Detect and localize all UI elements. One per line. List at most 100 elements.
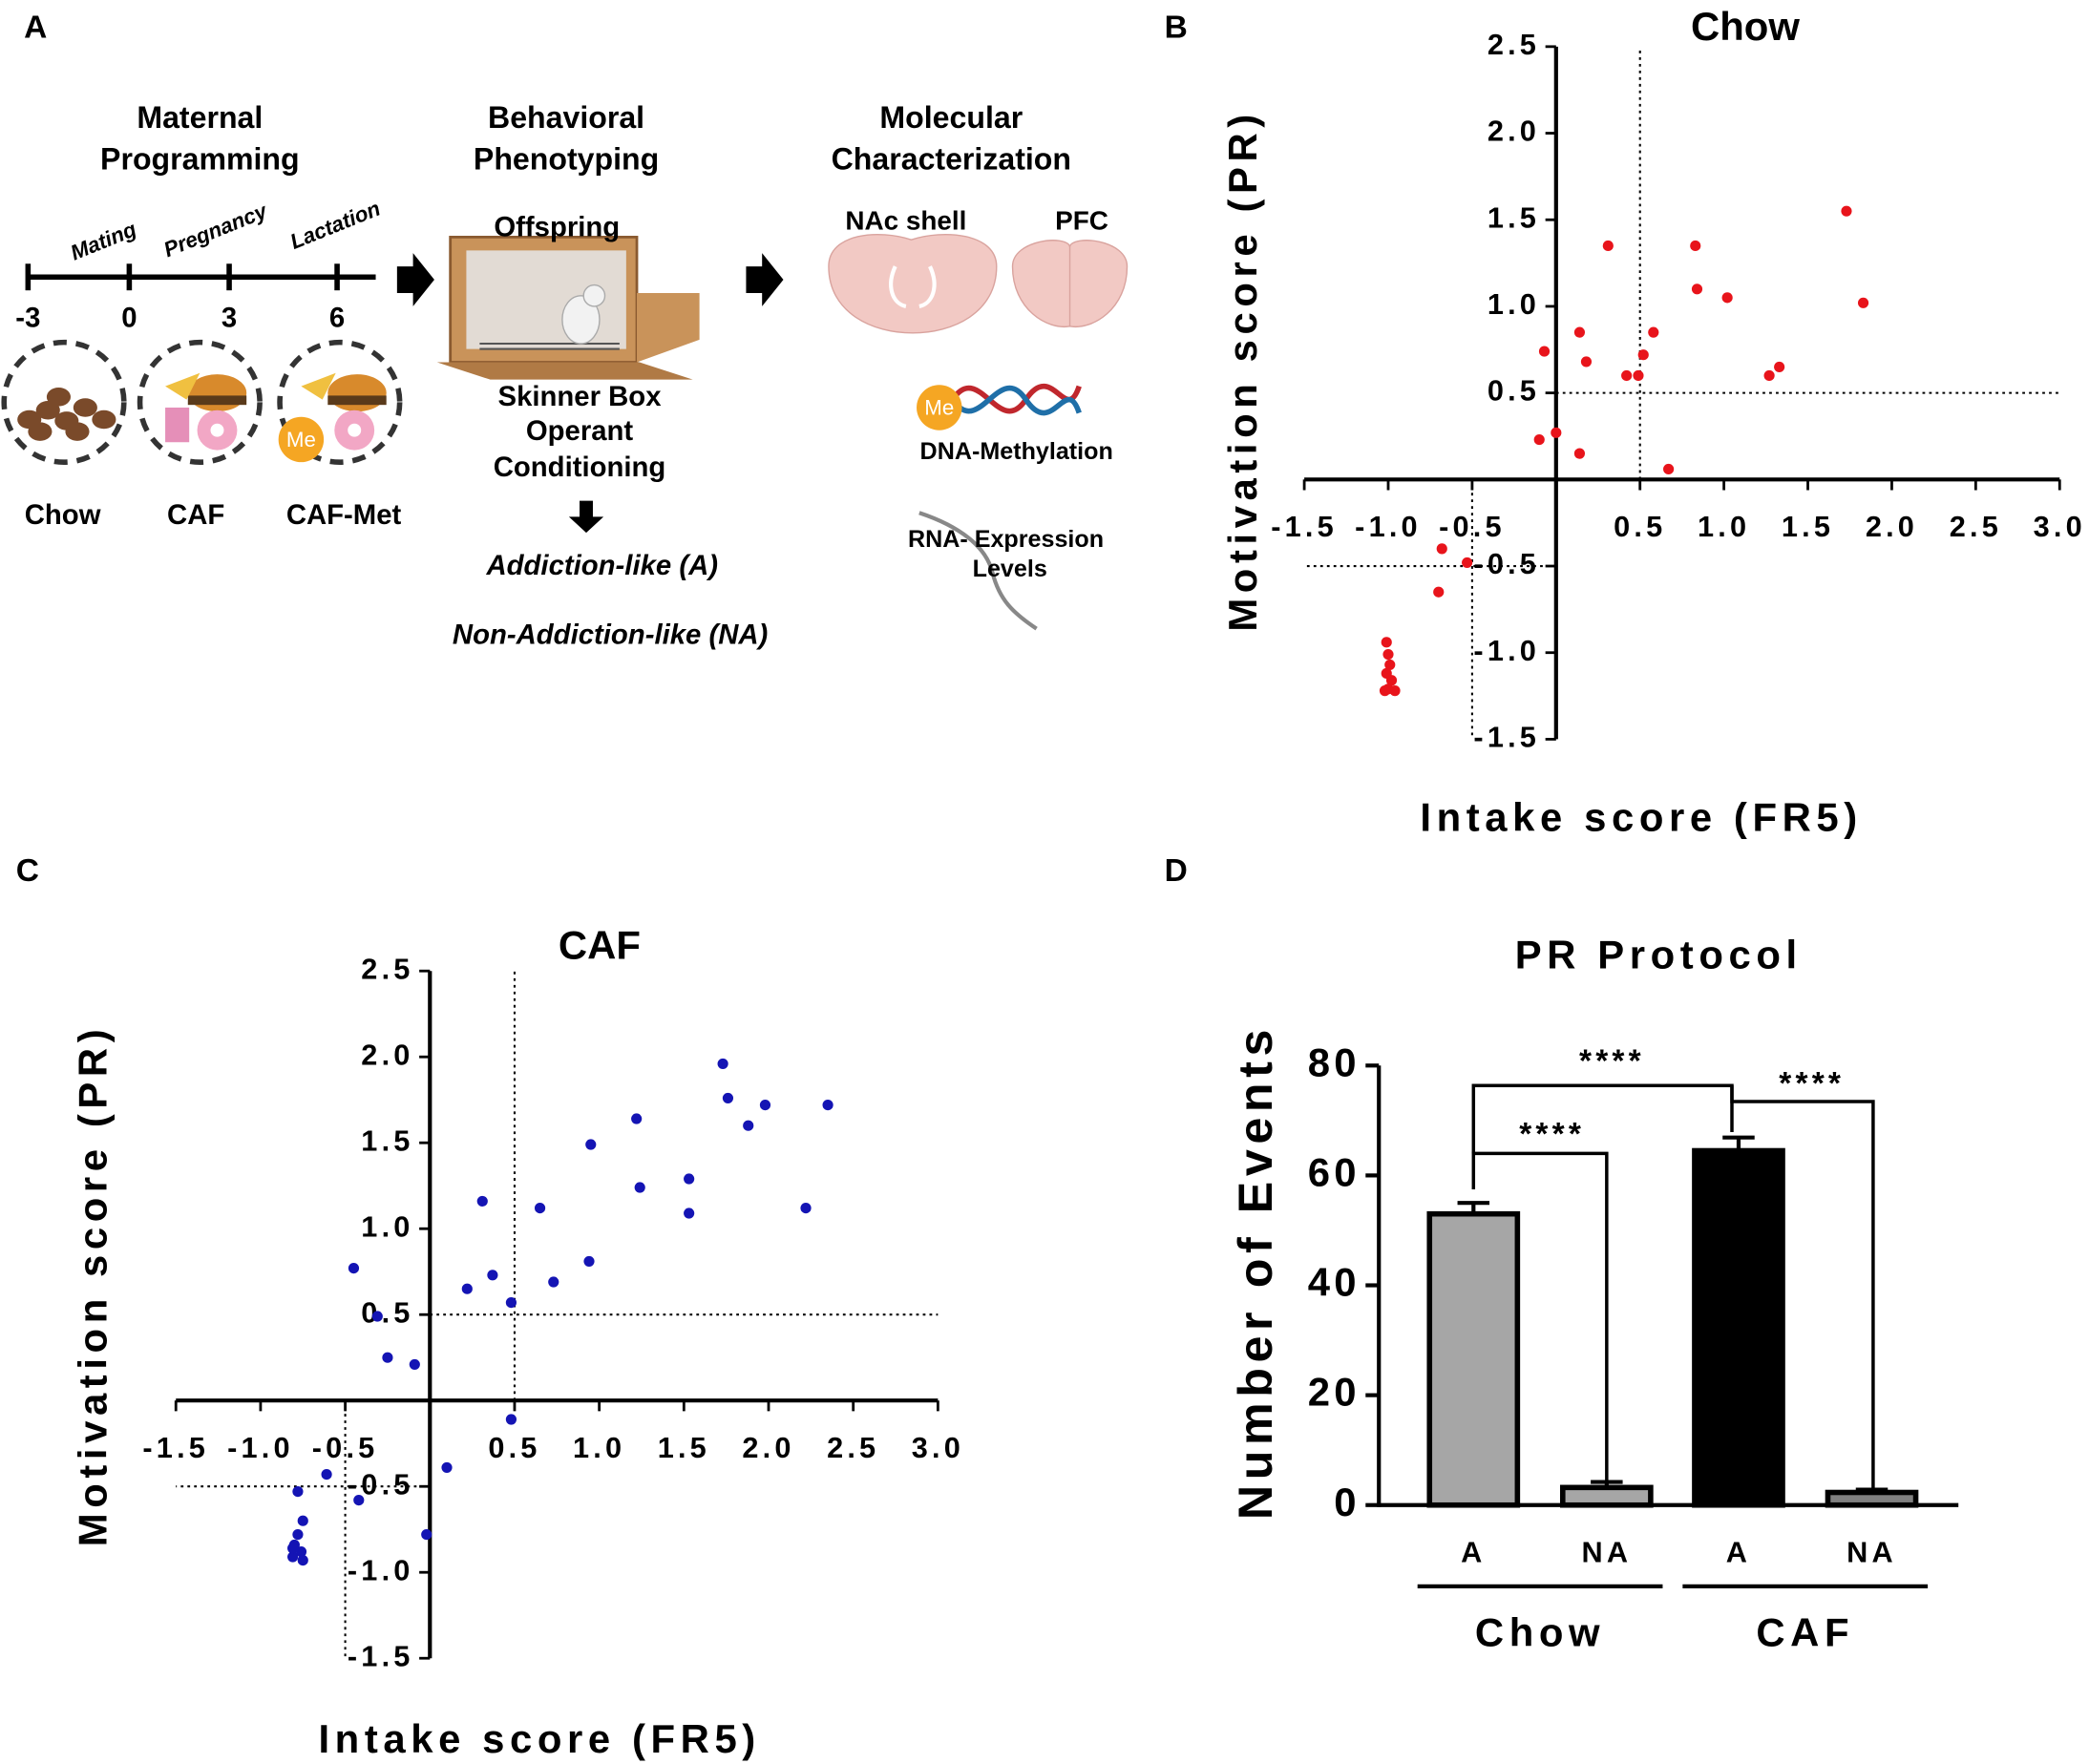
y-tick-label: 20 — [1308, 1370, 1361, 1415]
point — [1573, 326, 1586, 338]
point — [287, 1551, 299, 1563]
skinner-box — [436, 235, 700, 380]
y-tick-label: 1.0 — [1488, 287, 1540, 321]
y-tick-label: 2.5 — [361, 952, 413, 985]
panel-a: Maternal Programming Behavioral Phenotyp… — [1, 100, 1129, 651]
point — [583, 1255, 595, 1267]
point — [348, 1263, 360, 1274]
error-bar — [1855, 1487, 1889, 1493]
rna-strand — [918, 511, 1038, 631]
heading: Characterization — [832, 141, 1071, 176]
point — [1389, 685, 1401, 697]
point — [1385, 675, 1398, 686]
timeline-label: -3 — [15, 303, 40, 334]
timeline-label: 0 — [121, 303, 137, 334]
brains — [828, 233, 1129, 334]
point — [548, 1276, 559, 1288]
skinner-label: Operant — [526, 415, 634, 447]
point — [822, 1100, 833, 1111]
group-label: Addiction-like (A) — [485, 550, 718, 581]
heading: Phenotyping — [474, 141, 659, 176]
group-label: Chow — [1475, 1610, 1605, 1655]
x-tick-label: A — [1461, 1535, 1486, 1568]
point — [631, 1113, 643, 1124]
x-tick-label: 2.0 — [742, 1431, 794, 1464]
point — [1436, 543, 1447, 555]
rna-label: Levels — [973, 556, 1047, 582]
timeline-ticks — [25, 263, 340, 291]
panel-letter: B — [1165, 10, 1188, 46]
y-tick-label: 2.5 — [1488, 28, 1540, 61]
y-tick-label: -0.5 — [1473, 547, 1540, 580]
x-tick-label: 3.0 — [912, 1431, 964, 1464]
point — [534, 1203, 546, 1214]
point — [800, 1203, 812, 1214]
point — [295, 1546, 307, 1558]
point — [505, 1297, 517, 1309]
point — [1381, 637, 1392, 648]
point — [1841, 205, 1852, 217]
point — [353, 1495, 365, 1506]
y-tick-label: 40 — [1308, 1260, 1361, 1305]
x-tick-label: 3.0 — [2034, 510, 2086, 543]
point — [634, 1182, 645, 1193]
chow-pellets — [17, 388, 116, 441]
x-tick-label: 2.5 — [827, 1431, 879, 1464]
x-tick-label: NA — [1846, 1535, 1897, 1568]
region-label: PFC — [1055, 205, 1108, 235]
bar — [1825, 1489, 1919, 1508]
point — [476, 1195, 488, 1207]
x-tick-label: -0.5 — [312, 1431, 379, 1464]
point — [505, 1414, 517, 1425]
point — [487, 1270, 498, 1281]
panel-letter: D — [1165, 853, 1188, 889]
point — [684, 1208, 695, 1219]
point — [1633, 369, 1644, 382]
panel-letter: A — [24, 10, 47, 46]
bar — [1559, 1484, 1654, 1508]
x-tick-label: 1.0 — [573, 1431, 625, 1464]
x-tick-label: 2.0 — [1866, 510, 1918, 543]
significance-brackets — [1471, 1083, 1875, 1489]
error-bar — [1722, 1135, 1755, 1151]
x-tick-label: 1.5 — [1782, 510, 1834, 543]
me-label: Me — [924, 395, 954, 419]
diet-label: Chow — [25, 499, 101, 531]
point — [717, 1058, 728, 1069]
point — [287, 1543, 299, 1554]
point — [1663, 463, 1675, 475]
y-tick-label: 60 — [1308, 1149, 1361, 1194]
point — [461, 1283, 473, 1294]
point — [1648, 326, 1659, 338]
point — [1774, 361, 1785, 372]
point — [1602, 240, 1614, 252]
point — [585, 1139, 597, 1150]
point — [1379, 685, 1391, 697]
point — [1433, 586, 1445, 598]
significance-label: **** — [1779, 1066, 1845, 1102]
x-tick-label: -1.0 — [1355, 510, 1422, 543]
offspring-label: Offspring — [494, 212, 620, 243]
x-tick-label: 0.5 — [1614, 510, 1666, 543]
chart-title: Chow — [1691, 4, 1800, 49]
point — [1691, 284, 1703, 295]
y-tick-label: -1.0 — [348, 1553, 414, 1586]
point — [1382, 648, 1394, 661]
y-axis-title: Number of Events — [1229, 1024, 1282, 1520]
rna-label: RNA- Expression — [908, 526, 1104, 553]
y-tick-label: 0.5 — [361, 1295, 413, 1329]
heading: Behavioral — [488, 100, 644, 135]
y-tick-label: 2.0 — [361, 1038, 413, 1071]
caf-food — [165, 372, 387, 463]
x-tick-label: -1.0 — [227, 1431, 294, 1464]
point — [292, 1529, 304, 1541]
arrow — [568, 500, 604, 534]
bar — [1692, 1147, 1785, 1508]
phase-label: Pregnancy — [160, 199, 272, 262]
x-tick-label: -1.5 — [1271, 510, 1338, 543]
me-circle — [917, 385, 962, 430]
y-tick-label: -1.5 — [348, 1639, 414, 1672]
x-tick-label: -1.5 — [142, 1431, 209, 1464]
heading: Maternal — [137, 100, 263, 135]
methylation-label: DNA-Methylation — [920, 438, 1113, 465]
